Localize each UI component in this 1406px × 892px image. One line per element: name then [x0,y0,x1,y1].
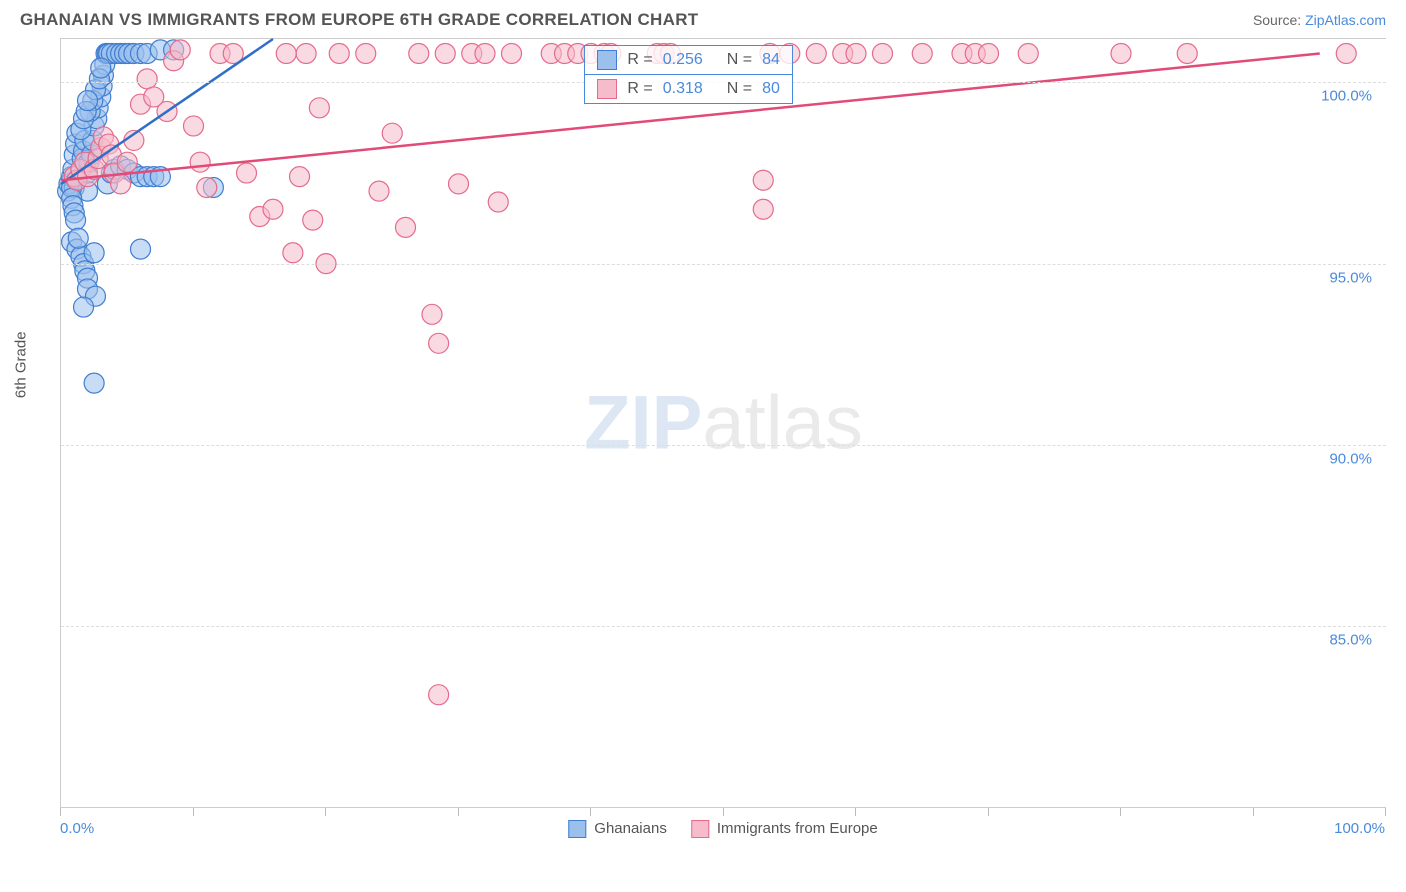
data-point [78,91,98,111]
y-tick-label: 90.0% [1325,450,1376,467]
gridline [61,445,1386,446]
data-point [84,243,104,263]
n-label: N = [727,80,752,98]
data-point [303,210,323,230]
data-point [290,167,310,187]
x-axis: Ghanaians Immigrants from Europe 0.0% 100.… [60,808,1386,858]
data-point [237,163,257,183]
data-point [429,685,449,705]
gridline [61,264,1386,265]
legend-swatch [597,50,617,70]
data-point [74,297,94,317]
y-axis-label: 6th Grade [13,331,30,398]
data-point [753,170,773,190]
data-point [296,43,316,63]
data-point [753,199,773,219]
source-link[interactable]: ZipAtlas.com [1305,12,1386,28]
data-point [66,210,86,230]
r-label: R = [627,80,652,98]
data-point [170,40,190,60]
x-tick-label: 0.0% [60,820,94,837]
x-tick [1120,808,1121,816]
data-point [429,333,449,353]
chart-header: GHANAIAN VS IMMIGRANTS FROM EUROPE 6TH G… [0,0,1406,38]
data-point [1336,43,1356,63]
data-point [197,178,217,198]
n-value: 84 [762,51,780,69]
data-point [435,43,455,63]
data-point [329,43,349,63]
source-label: Source: ZipAtlas.com [1253,12,1386,28]
data-point [382,123,402,143]
chart-title: GHANAIAN VS IMMIGRANTS FROM EUROPE 6TH G… [20,10,698,30]
legend-item: Ghanaians [568,820,667,838]
source-prefix: Source: [1253,12,1305,28]
data-point [449,174,469,194]
y-tick-label: 95.0% [1325,269,1376,286]
data-point [912,43,932,63]
data-point [283,243,303,263]
data-point [356,43,376,63]
bottom-legend: Ghanaians Immigrants from Europe [568,820,877,838]
data-point [91,58,111,78]
data-point [979,43,999,63]
data-point [1018,43,1038,63]
legend-item: Immigrants from Europe [691,820,878,838]
data-point [422,304,442,324]
r-value: 0.256 [663,51,703,69]
legend-swatch [691,820,709,838]
x-tick [458,808,459,816]
y-tick-label: 85.0% [1325,631,1376,648]
legend-swatch [597,79,617,99]
data-point [873,43,893,63]
legend-label: Immigrants from Europe [717,820,878,837]
x-tick [60,808,61,816]
y-tick-label: 100.0% [1317,88,1376,105]
data-point [846,43,866,63]
x-tick [988,808,989,816]
x-tick-label: 100.0% [1334,820,1385,837]
stats-legend-row: R = 0.256 N = 84 [585,46,792,74]
data-point [276,43,296,63]
x-tick [325,808,326,816]
data-point [475,43,495,63]
data-point [396,217,416,237]
x-tick [723,808,724,816]
data-point [806,43,826,63]
data-point [111,174,131,194]
plot-area: ZIPatlas 85.0%90.0%95.0%100.0%R =0.256N … [61,39,1386,807]
chart-area: 6th Grade ZIPatlas 85.0%90.0%95.0%100.0%… [60,38,1386,808]
data-point [84,373,104,393]
legend-swatch [568,820,586,838]
stats-legend-row: R = 0.318 N = 80 [585,74,792,103]
r-value: 0.318 [663,80,703,98]
data-point [117,152,137,172]
data-point [409,43,429,63]
gridline [61,626,1386,627]
data-point [184,116,204,136]
data-point [137,69,157,89]
data-point [263,199,283,219]
data-point [1111,43,1131,63]
legend-label: Ghanaians [594,820,667,837]
data-point [488,192,508,212]
r-label: R = [627,51,652,69]
x-tick [590,808,591,816]
x-tick [1385,808,1386,816]
data-point [1177,43,1197,63]
x-tick [193,808,194,816]
plot-svg [61,39,1386,807]
stats-legend: R = 0.256 N = 84 R = 0.318 N = 80 [584,45,793,104]
data-point [369,181,389,201]
data-point [131,239,151,259]
data-point [190,152,210,172]
n-label: N = [727,51,752,69]
x-tick [855,808,856,816]
data-point [502,43,522,63]
n-value: 80 [762,80,780,98]
x-tick [1253,808,1254,816]
data-point [309,98,329,118]
data-point [68,228,88,248]
